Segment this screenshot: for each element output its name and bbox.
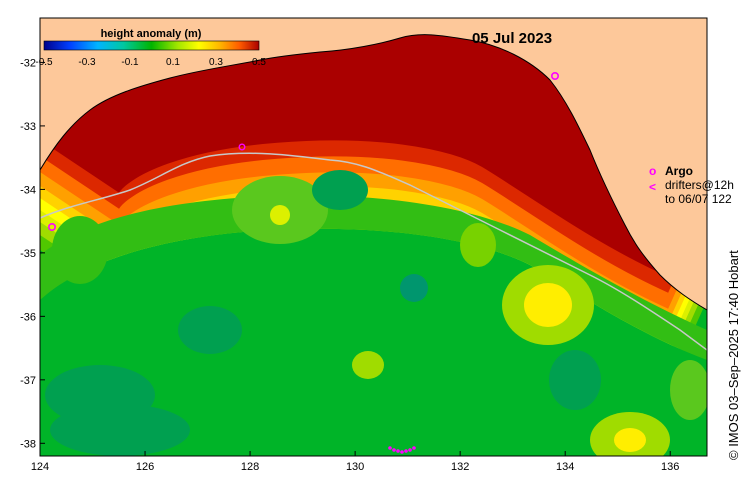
x-tick-label: 136 xyxy=(661,461,679,473)
y-tick-label: -32 xyxy=(20,57,36,69)
x-axis: 124 126 128 130 132 134 136 xyxy=(31,451,679,473)
coastline xyxy=(40,34,707,311)
argo-floats xyxy=(47,72,559,232)
colorbar-tick-label: 0.3 xyxy=(209,57,223,68)
colorbar-tick-label: -0.5 xyxy=(35,57,53,68)
colorbar-tick-label: 0.1 xyxy=(166,57,180,68)
y-tick-label: -38 xyxy=(20,438,36,450)
argo-float-marker xyxy=(238,143,246,151)
y-tick-label: -34 xyxy=(20,184,36,196)
credit-text: © IMOS 03–Sep–2025 17:40 Hobart xyxy=(726,250,741,460)
colorbar-gradient xyxy=(43,40,260,51)
drifter-track xyxy=(388,446,416,454)
x-tick-label: 126 xyxy=(136,461,154,473)
drifter-symbol: < xyxy=(649,180,656,194)
y-tick-label: -33 xyxy=(20,121,36,133)
drifter-label: drifters@12h xyxy=(665,178,734,192)
colorbar-tick-label: -0.1 xyxy=(121,57,139,68)
colorbar-tick-label: -0.3 xyxy=(78,57,96,68)
y-tick-label: -36 xyxy=(20,311,36,323)
x-tick-label: 128 xyxy=(241,461,259,473)
x-tick-label: 132 xyxy=(451,461,469,473)
drifter-range: to 06/07 122 xyxy=(665,192,732,206)
colorbar-ticks: -0.5 -0.3 -0.1 0.1 0.3 0.5 xyxy=(35,57,266,68)
colorbar: height anomaly (m) -0.5 -0.3 -0.1 0.1 0.3 0.5 xyxy=(35,28,266,68)
x-tick-label: 134 xyxy=(556,461,574,473)
map-date: 05 Jul 2023 xyxy=(472,30,552,47)
plot-frame xyxy=(39,17,708,457)
argo-float-marker xyxy=(47,223,56,232)
legend: o Argo < drifters@12h to 06/07 122 xyxy=(649,164,734,206)
y-tick-label: -37 xyxy=(20,375,36,387)
x-tick-label: 124 xyxy=(31,461,49,473)
map-plot-area xyxy=(40,18,707,456)
eddy-features xyxy=(45,170,707,456)
colorbar-title: height anomaly (m) xyxy=(101,28,202,40)
argo-label: Argo xyxy=(665,164,693,178)
bathymetry-contour xyxy=(40,152,707,351)
argo-symbol: o xyxy=(649,164,656,178)
argo-float-marker xyxy=(550,72,559,81)
y-axis: -32 -33 -34 -35 -36 -37 -38 xyxy=(20,57,45,450)
y-tick-label: -35 xyxy=(20,248,36,260)
colorbar-tick-label: 0.5 xyxy=(252,57,266,68)
x-tick-label: 130 xyxy=(346,461,364,473)
